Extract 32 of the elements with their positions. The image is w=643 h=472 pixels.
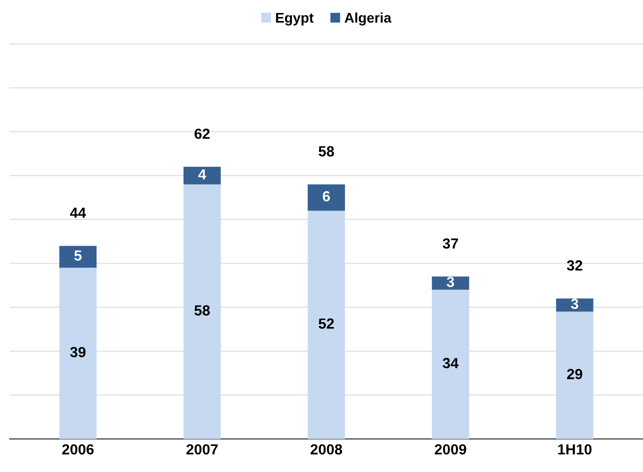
total-label: 37 bbox=[442, 238, 458, 249]
bar bbox=[556, 312, 594, 439]
bar bbox=[556, 298, 594, 312]
bar bbox=[59, 268, 97, 439]
x-tick-label: 2008 bbox=[310, 444, 342, 455]
data-label: 5 bbox=[74, 250, 82, 261]
x-tick-label: 1H10 bbox=[558, 444, 592, 455]
data-label: 58 bbox=[194, 305, 210, 316]
data-label: 3 bbox=[570, 298, 578, 310]
data-label: 3 bbox=[446, 276, 454, 288]
x-tick-label: 2006 bbox=[62, 444, 94, 455]
bar bbox=[308, 210, 345, 439]
data-label: 4 bbox=[198, 169, 206, 180]
bar bbox=[184, 166, 221, 184]
legend-label: Egypt bbox=[276, 13, 314, 26]
data-label: 34 bbox=[442, 358, 459, 368]
total-label: 58 bbox=[318, 146, 334, 156]
legend-label: Algeria bbox=[344, 12, 392, 26]
data-label: 39 bbox=[70, 346, 86, 358]
x-tick-label: 2007 bbox=[186, 444, 218, 455]
bar bbox=[184, 184, 221, 439]
data-label: 29 bbox=[567, 368, 582, 380]
data-label: 6 bbox=[322, 191, 330, 202]
total-label: 32 bbox=[566, 260, 582, 271]
bar bbox=[432, 290, 470, 439]
bar bbox=[59, 246, 97, 268]
total-label: 44 bbox=[70, 208, 86, 218]
x-tick-label: 2009 bbox=[434, 444, 466, 455]
bar bbox=[432, 276, 470, 290]
total-label: 62 bbox=[194, 128, 210, 139]
data-label: 52 bbox=[318, 318, 334, 329]
bar bbox=[308, 184, 345, 211]
